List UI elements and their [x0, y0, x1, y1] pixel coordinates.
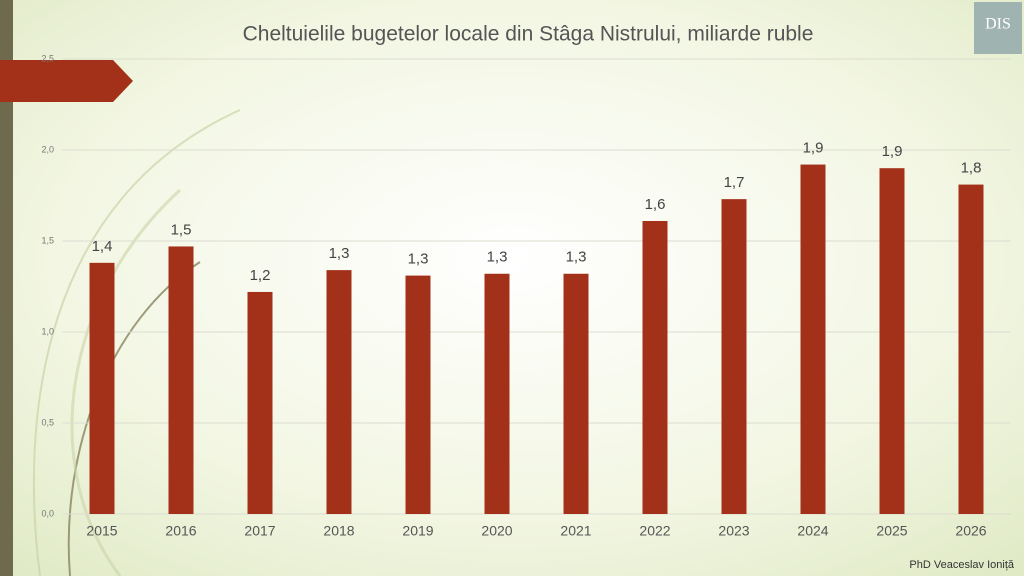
value-label: 1,6 [645, 196, 666, 213]
x-tick-label: 2017 [244, 523, 275, 539]
x-tick-label: 2026 [955, 523, 986, 539]
decor-curve [32, 109, 241, 576]
value-label: 1,7 [724, 174, 745, 191]
x-tick-label: 2022 [639, 523, 670, 539]
value-label: 1,3 [566, 249, 587, 266]
bar [89, 262, 115, 514]
x-tick-label: 2024 [797, 523, 828, 539]
arrow-banner [0, 60, 133, 102]
side-strip [0, 0, 13, 576]
y-tick-label: 2,0 [41, 144, 54, 154]
value-label: 1,9 [803, 140, 824, 157]
x-tick-label: 2018 [323, 523, 354, 539]
y-tick-label: 1,5 [41, 235, 54, 245]
chart-title: Cheltuielile bugetelor locale din Stâga … [243, 23, 814, 46]
value-label: 1,3 [408, 251, 429, 268]
y-tick-label: 0,0 [41, 508, 54, 518]
value-label: 1,3 [329, 245, 350, 262]
value-label: 1,8 [961, 160, 982, 177]
x-tick-label: 2019 [402, 523, 433, 539]
bar [958, 184, 984, 514]
x-tick-label: 2021 [560, 523, 591, 539]
bar [405, 275, 431, 514]
x-tick-label: 2023 [718, 523, 749, 539]
bar [563, 273, 589, 514]
bar [642, 220, 668, 515]
logo: DIS [985, 16, 1011, 33]
bar [168, 246, 194, 514]
y-tick-label: 2,5 [41, 53, 54, 63]
y-tick-label: 0,5 [41, 417, 54, 427]
footer: PhD Veaceslav Ioniță [909, 559, 1014, 571]
x-tick-label: 2016 [165, 523, 196, 539]
value-label: 1,3 [487, 249, 508, 266]
bar [247, 291, 273, 514]
value-label: 1,9 [882, 143, 903, 160]
value-label: 1,4 [92, 238, 113, 255]
logo-box [974, 2, 1022, 54]
value-label: 1,5 [171, 221, 192, 238]
bar [326, 270, 352, 514]
decor-curve [70, 188, 182, 576]
bar [800, 164, 826, 514]
bar [721, 199, 747, 514]
bar [484, 273, 510, 514]
x-tick-label: 2015 [86, 523, 117, 539]
bar [879, 168, 905, 514]
x-tick-label: 2020 [481, 523, 512, 539]
value-label: 1,2 [250, 267, 271, 284]
x-tick-label: 2025 [876, 523, 907, 539]
y-tick-label: 1,0 [41, 326, 54, 336]
